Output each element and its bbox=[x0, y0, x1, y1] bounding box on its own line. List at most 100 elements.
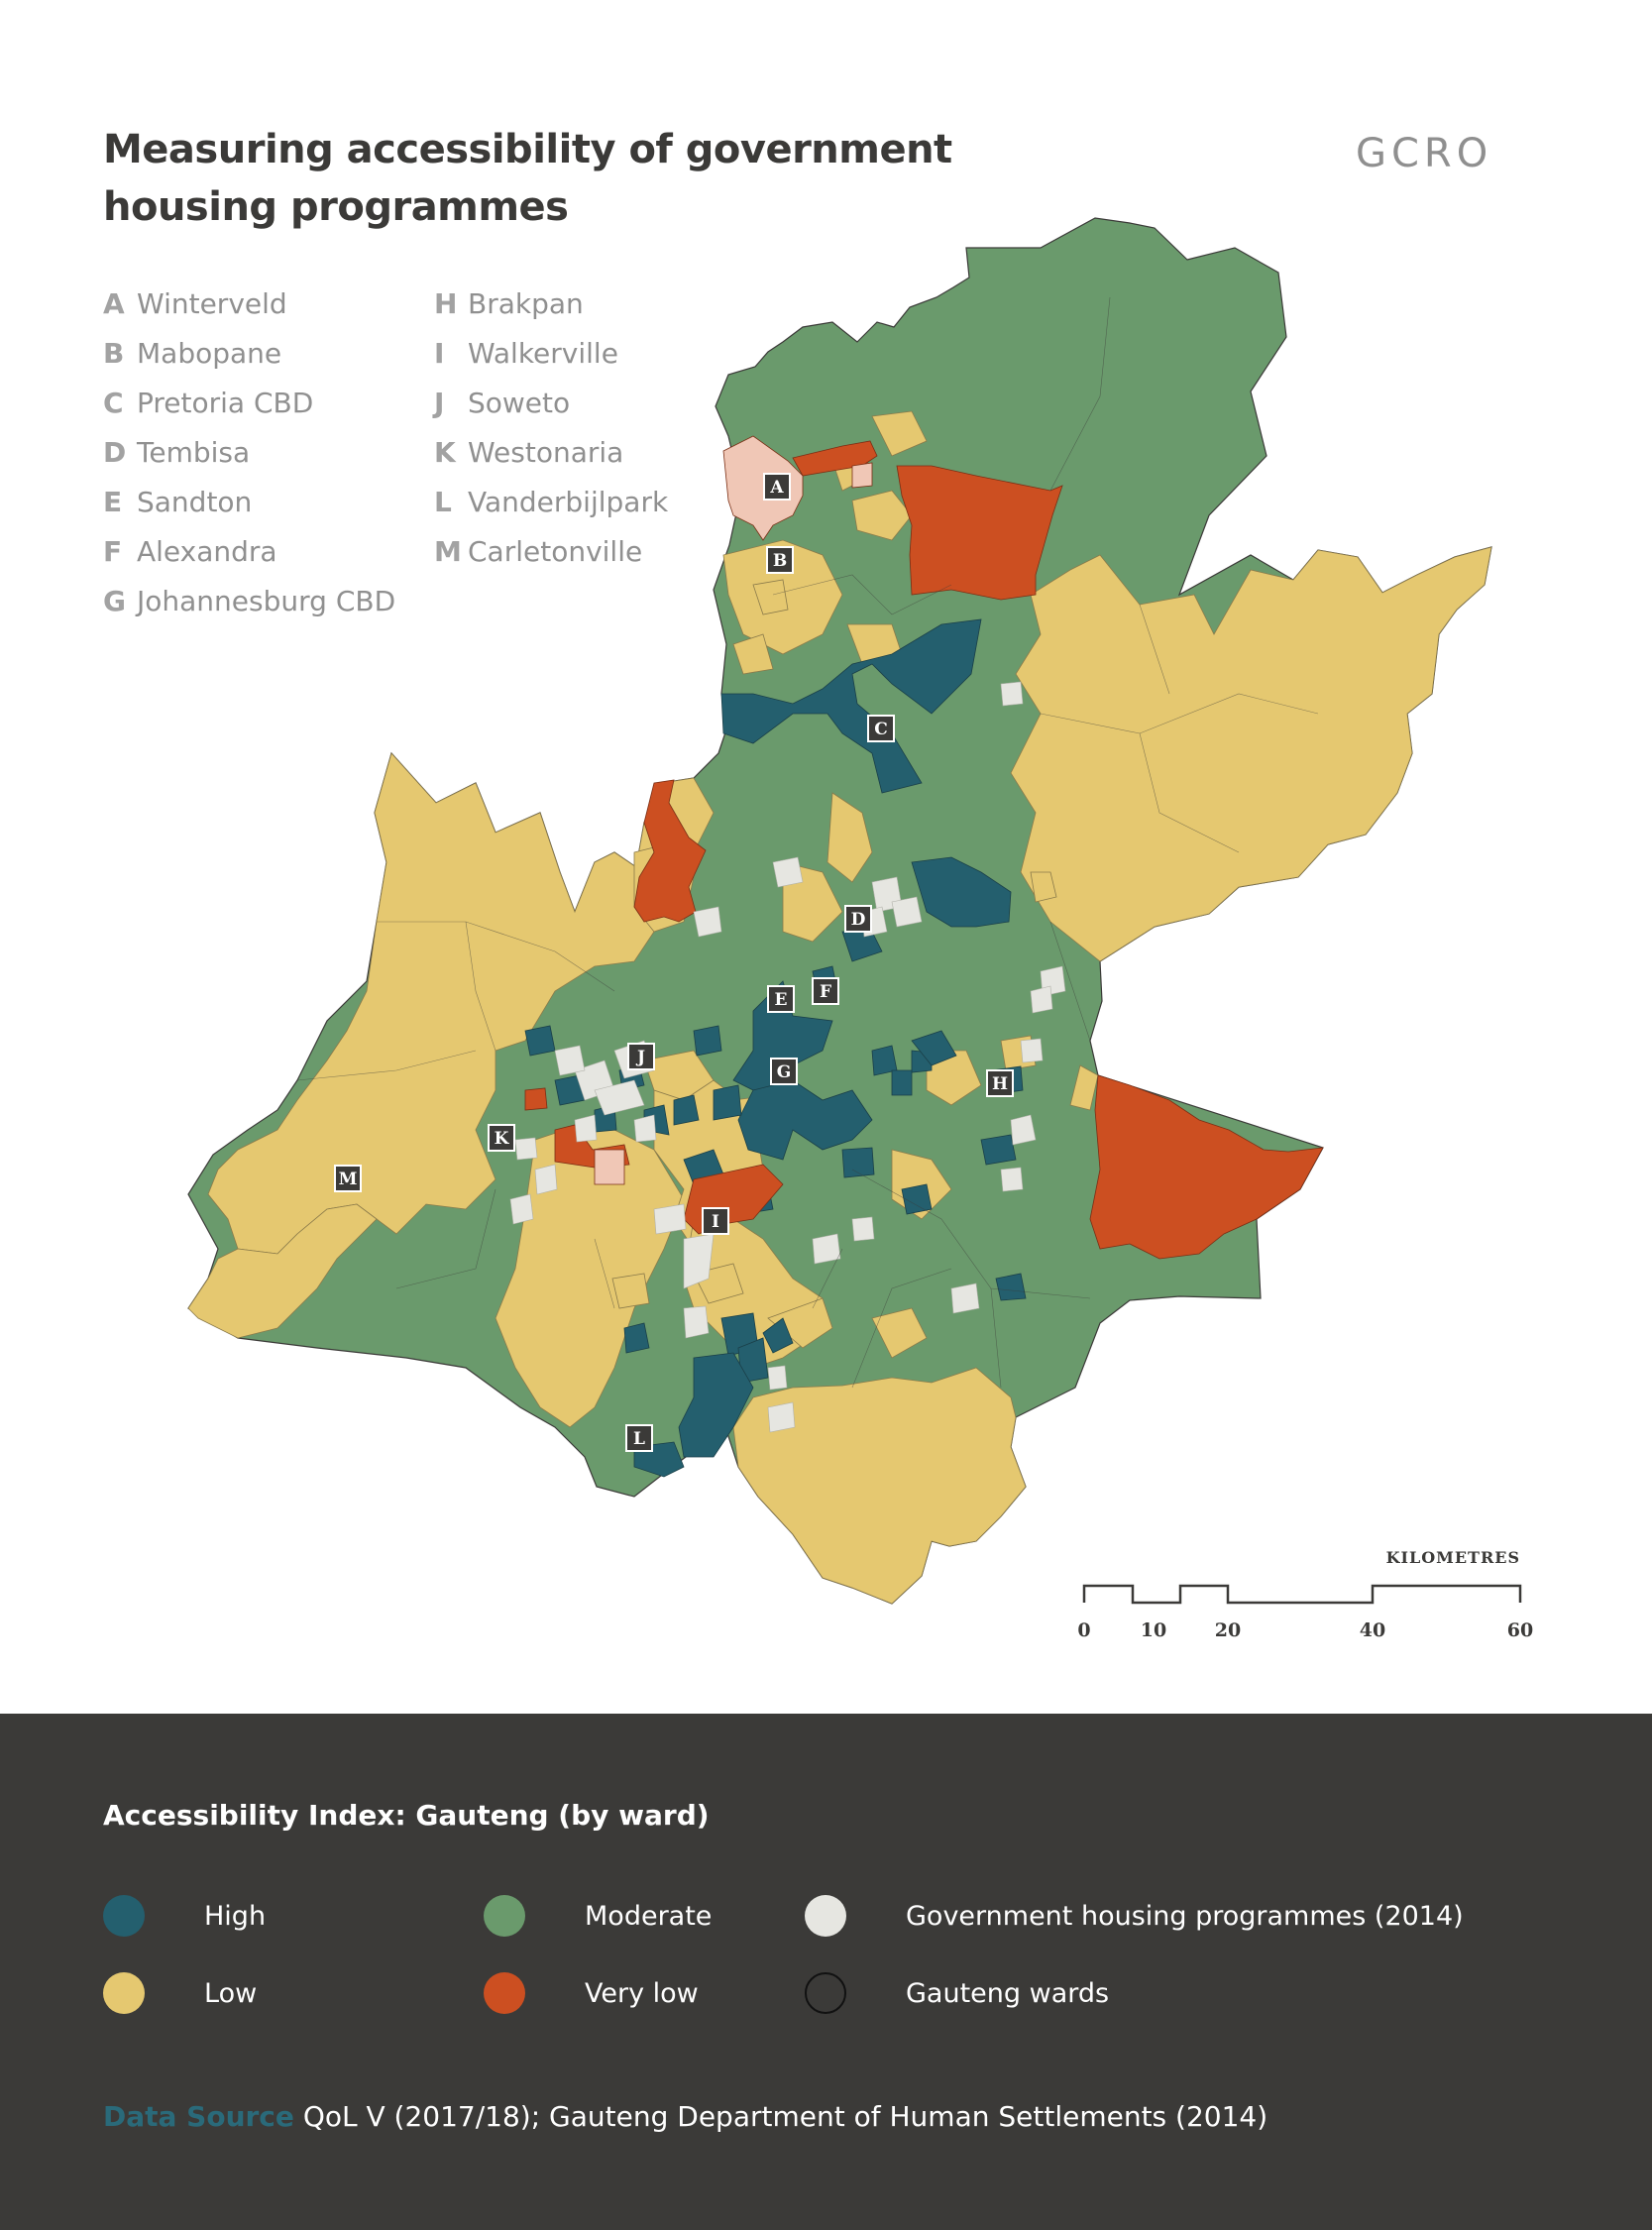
marker-F-label: F bbox=[820, 982, 831, 1002]
legend-title: Accessibility Index: Gauteng (by ward) bbox=[103, 1799, 710, 1832]
marker-C: C bbox=[867, 715, 895, 742]
title-line-2: housing programmes bbox=[103, 184, 569, 230]
place-key-name: Carletonville bbox=[468, 535, 643, 568]
place-key-item: E Sandton bbox=[103, 486, 252, 518]
marker-G-label: G bbox=[777, 1062, 792, 1082]
legend-swatch bbox=[484, 1972, 525, 2014]
page-title: Measuring accessibility of government ho… bbox=[103, 121, 995, 236]
place-key-name: Alexandra bbox=[137, 535, 277, 568]
marker-L: L bbox=[625, 1424, 653, 1452]
scale-bar: KILOMETRES 0 10 20 40 60 bbox=[1070, 1548, 1586, 1641]
place-key-letter: L bbox=[434, 486, 452, 518]
place-key-item: K Westonaria bbox=[434, 436, 623, 469]
scale-bar-line bbox=[1082, 1584, 1522, 1605]
legend-label: Low bbox=[204, 1978, 258, 2009]
marker-D-label: D bbox=[851, 910, 866, 930]
scale-tick: 0 bbox=[1077, 1619, 1091, 1641]
scale-tick: 10 bbox=[1140, 1619, 1167, 1641]
place-key-list: A Winterveld B Mabopane C Pretoria CBD D Tem… bbox=[103, 287, 698, 644]
place-key-item: A Winterveld bbox=[103, 287, 287, 320]
place-key-item: M Carletonville bbox=[434, 535, 642, 568]
marker-I: I bbox=[702, 1207, 729, 1235]
place-key-letter: G bbox=[103, 585, 126, 617]
legend-swatch bbox=[484, 1895, 525, 1937]
place-key-name: Walkerville bbox=[468, 337, 618, 370]
place-key-name: Winterveld bbox=[137, 287, 287, 320]
place-key-letter: J bbox=[434, 387, 445, 419]
legend-panel: Accessibility Index: Gauteng (by ward) H… bbox=[0, 1714, 1652, 2230]
place-key-name: Mabopane bbox=[137, 337, 282, 370]
marker-A: A bbox=[763, 473, 791, 501]
marker-E-label: E bbox=[775, 990, 788, 1010]
legend-label: Government housing programmes (2014) bbox=[906, 1901, 1464, 1932]
place-key-item: I Walkerville bbox=[434, 337, 618, 370]
place-key-letter: C bbox=[103, 387, 124, 419]
place-key-name: Vanderbijlpark bbox=[468, 486, 669, 518]
marker-K-label: K bbox=[495, 1129, 510, 1149]
place-key-letter: F bbox=[103, 535, 123, 568]
scale-tick: 60 bbox=[1506, 1619, 1534, 1641]
legend-swatch bbox=[805, 1972, 846, 2014]
place-key-item: C Pretoria CBD bbox=[103, 387, 313, 419]
ward-boundaries bbox=[296, 296, 1319, 1389]
place-key-letter: E bbox=[103, 486, 123, 518]
marker-B-label: B bbox=[773, 551, 787, 571]
place-key-name: Tembisa bbox=[137, 436, 251, 469]
marker-F: F bbox=[812, 977, 839, 1005]
place-key-letter: B bbox=[103, 337, 125, 370]
marker-L-label: L bbox=[633, 1429, 645, 1449]
place-key-letter: D bbox=[103, 436, 127, 469]
place-key-name: Brakpan bbox=[468, 287, 584, 320]
legend-swatch bbox=[103, 1895, 145, 1937]
map-markers: A B C D E F G H I J K L M bbox=[334, 473, 1014, 1452]
gcro-logo: GCRO bbox=[1356, 131, 1493, 176]
legend-label: Very low bbox=[585, 1978, 699, 2009]
marker-K: K bbox=[488, 1124, 515, 1152]
data-source: Data Source QoL V (2017/18); Gauteng Dep… bbox=[103, 2100, 1267, 2133]
place-key-item: B Mabopane bbox=[103, 337, 281, 370]
legend-swatch bbox=[103, 1972, 145, 2014]
marker-B: B bbox=[766, 546, 794, 574]
legend-label: High bbox=[204, 1901, 267, 1932]
place-key-item: F Alexandra bbox=[103, 535, 277, 568]
scale-tick: 20 bbox=[1214, 1619, 1242, 1641]
marker-E: E bbox=[767, 985, 795, 1013]
place-key-item: L Vanderbijlpark bbox=[434, 486, 668, 518]
place-key-letter: I bbox=[434, 337, 445, 370]
data-source-label: Data Source bbox=[103, 2100, 294, 2133]
low-accessibility-wards bbox=[187, 410, 1492, 1605]
gauteng-ward-map: A B C D E F G H I J K L M bbox=[187, 217, 1492, 1605]
place-key-name: Sandton bbox=[137, 486, 253, 518]
marker-J-label: J bbox=[635, 1048, 645, 1067]
scale-tick: 40 bbox=[1359, 1619, 1386, 1641]
place-key-letter: A bbox=[103, 287, 125, 320]
place-key-name: Westonaria bbox=[468, 436, 624, 469]
place-key-name: Pretoria CBD bbox=[137, 387, 314, 419]
marker-I-label: I bbox=[712, 1212, 719, 1232]
marker-G: G bbox=[770, 1058, 798, 1085]
place-key-item: D Tembisa bbox=[103, 436, 250, 469]
marker-H: H bbox=[986, 1069, 1014, 1097]
marker-H-label: H bbox=[992, 1074, 1008, 1094]
place-key-item: G Johannesburg CBD bbox=[103, 585, 395, 617]
place-key-item: J Soweto bbox=[434, 387, 570, 419]
marker-M: M bbox=[334, 1165, 362, 1192]
marker-M-label: M bbox=[339, 1170, 358, 1189]
place-key-item: H Brakpan bbox=[434, 287, 584, 320]
place-key-letter: K bbox=[434, 436, 456, 469]
legend-swatch bbox=[805, 1895, 846, 1937]
legend-label: Gauteng wards bbox=[906, 1978, 1110, 2009]
marker-J: J bbox=[627, 1043, 655, 1070]
place-key-letter: M bbox=[434, 535, 462, 568]
legend-label: Moderate bbox=[585, 1901, 713, 1932]
place-key-name: Soweto bbox=[468, 387, 571, 419]
scale-title: KILOMETRES bbox=[1385, 1548, 1520, 1567]
title-line-1: Measuring accessibility of government bbox=[103, 127, 952, 172]
place-key-name: Johannesburg CBD bbox=[137, 585, 396, 617]
data-source-text: QoL V (2017/18); Gauteng Department of H… bbox=[302, 2100, 1268, 2133]
place-key-letter: H bbox=[434, 287, 458, 320]
very-low-accessibility-wards bbox=[524, 440, 1324, 1260]
marker-D: D bbox=[844, 905, 872, 933]
marker-A-label: A bbox=[769, 478, 784, 498]
marker-C-label: C bbox=[874, 720, 888, 739]
